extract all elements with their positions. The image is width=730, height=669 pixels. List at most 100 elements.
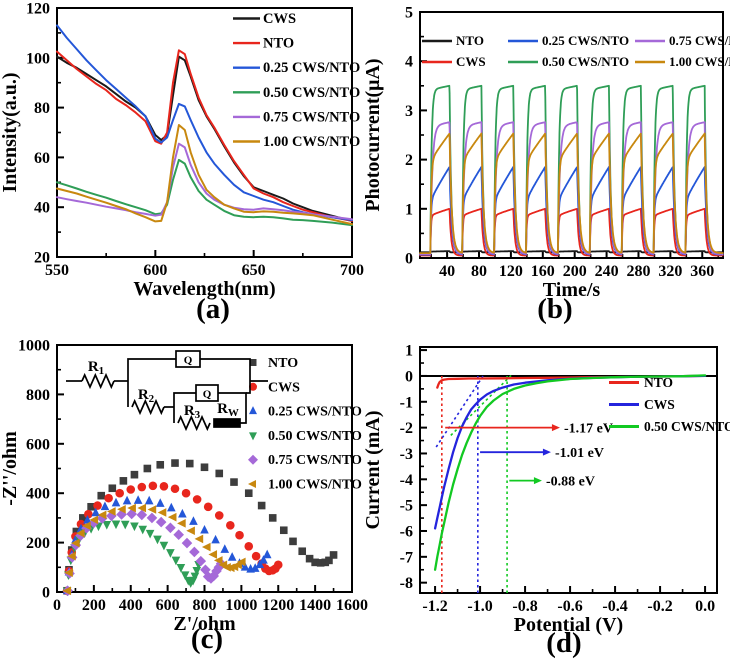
svg-text:600: 600 (143, 262, 167, 279)
svg-text:NTO: NTO (263, 36, 294, 52)
svg-text:240: 240 (595, 263, 619, 280)
svg-text:800: 800 (26, 387, 50, 404)
svg-text:CWS: CWS (263, 11, 296, 27)
svg-text:1.00 CWS/NTO: 1.00 CWS/NTO (263, 134, 360, 150)
svg-text:1.00 CWS/NTO: 1.00 CWS/NTO (669, 54, 730, 69)
svg-text:0.50 CWS/NTO: 0.50 CWS/NTO (263, 85, 360, 101)
svg-text:0.25 CWS/NTO: 0.25 CWS/NTO (263, 60, 360, 76)
svg-text:-Z''/ohm: -Z''/ohm (0, 431, 21, 506)
svg-text:Intensity(a.u.): Intensity(a.u.) (0, 72, 21, 192)
svg-text:0.75 CWS/NTO: 0.75 CWS/NTO (669, 33, 730, 48)
svg-text:0.75 CWS/NTO: 0.75 CWS/NTO (263, 109, 360, 125)
svg-text:Current (mA): Current (mA) (362, 410, 384, 529)
svg-text:Potential (V): Potential (V) (514, 614, 623, 636)
svg-text:Q: Q (203, 389, 212, 401)
svg-text:2: 2 (405, 152, 413, 169)
svg-text:120: 120 (499, 263, 523, 280)
svg-text:160: 160 (531, 263, 555, 280)
svg-text:R2: R2 (138, 387, 155, 405)
svg-text:400: 400 (119, 597, 143, 614)
svg-text:NTO: NTO (644, 375, 673, 390)
svg-text:-6: -6 (400, 523, 413, 540)
svg-text:RW: RW (217, 401, 239, 419)
svg-text:-8: -8 (400, 575, 413, 592)
svg-text:100: 100 (26, 50, 50, 67)
svg-text:650: 650 (242, 262, 266, 279)
svg-text:Q: Q (184, 355, 193, 367)
svg-text:3: 3 (405, 103, 413, 120)
panel-b-chart: 40 80 120 160 200 240 280 320 360 0 1 2 3 4 5 Time/s Pho… (362, 5, 730, 302)
svg-text:0.50 CWS/NTO: 0.50 CWS/NTO (542, 54, 629, 69)
panel-c: 0 200 400 600 800 1000 1200 1400 1600 0 200 400 600 8… (0, 335, 368, 669)
svg-text:600: 600 (156, 597, 180, 614)
svg-text:-0.4: -0.4 (602, 598, 627, 615)
svg-text:NTO: NTO (268, 356, 298, 371)
svg-text:CWS: CWS (644, 397, 675, 412)
panel-a-chart: 550 600 650 700 20 40 60 80 100 120 Wavelength(nm)… (0, 1, 364, 301)
svg-text:360: 360 (690, 263, 714, 280)
svg-text:Photocurrent(μA): Photocurrent(μA) (362, 58, 384, 211)
svg-text:Time/s: Time/s (543, 279, 601, 301)
panel-a-letter: (a) (196, 293, 230, 325)
svg-text:0.25 CWS/NTO: 0.25 CWS/NTO (542, 33, 629, 48)
svg-text:-0.8: -0.8 (512, 598, 537, 615)
svg-text:40: 40 (34, 200, 50, 217)
svg-text:0.50 CWS/NTO: 0.50 CWS/NTO (268, 429, 362, 444)
svg-text:0: 0 (42, 585, 50, 602)
svg-text:200: 200 (563, 263, 587, 280)
svg-text:-1.01 eV: -1.01 eV (555, 446, 604, 461)
svg-text:1000: 1000 (18, 338, 50, 355)
panel-d-chart: -1.2 -1.0 -0.8 -0.6 -0.4 -0.2 0.0 1 0 -1 -2 -3 -4 -5 -… (362, 343, 730, 636)
svg-text:1: 1 (405, 201, 413, 218)
svg-text:-0.6: -0.6 (557, 598, 582, 615)
svg-text:40: 40 (439, 263, 455, 280)
svg-text:0: 0 (405, 251, 413, 268)
svg-text:80: 80 (471, 263, 487, 280)
svg-text:80: 80 (34, 100, 50, 117)
svg-text:800: 800 (193, 597, 217, 614)
svg-text:-7: -7 (400, 549, 413, 566)
svg-text:5: 5 (405, 5, 413, 22)
panel-b-letter: (b) (537, 293, 573, 325)
svg-text:-2: -2 (400, 420, 413, 437)
svg-text:1.00 CWS/NTO: 1.00 CWS/NTO (268, 478, 362, 493)
svg-text:700: 700 (340, 262, 364, 279)
svg-text:280: 280 (626, 263, 650, 280)
svg-text:-0.88 eV: -0.88 eV (546, 475, 595, 490)
svg-text:200: 200 (82, 597, 106, 614)
svg-text:400: 400 (26, 486, 50, 503)
svg-text:550: 550 (45, 262, 69, 279)
svg-text:CWS: CWS (268, 380, 300, 395)
panel-c-letter: (c) (190, 623, 224, 655)
svg-text:1400: 1400 (299, 597, 331, 614)
panel-d-letter: (d) (546, 627, 582, 659)
svg-text:20: 20 (34, 250, 50, 267)
svg-text:-3: -3 (400, 446, 413, 463)
svg-text:320: 320 (658, 263, 682, 280)
svg-text:-1.17 eV: -1.17 eV (564, 422, 613, 437)
svg-text:Z'/ohm: Z'/ohm (173, 613, 236, 635)
panel-a: 550 600 650 700 20 40 60 80 100 120 Wavelength(nm)… (0, 0, 365, 335)
svg-text:NTO: NTO (456, 33, 484, 48)
svg-text:4: 4 (405, 54, 413, 71)
svg-text:-4: -4 (400, 472, 413, 489)
svg-text:120: 120 (26, 1, 50, 18)
svg-text:-0.2: -0.2 (647, 598, 672, 615)
svg-text:200: 200 (26, 535, 50, 552)
svg-text:1: 1 (405, 343, 413, 360)
svg-text:-1.0: -1.0 (467, 598, 492, 615)
svg-text:1600: 1600 (336, 597, 368, 614)
svg-text:-1.2: -1.2 (422, 598, 447, 615)
svg-text:-5: -5 (400, 498, 413, 515)
svg-text:R3: R3 (184, 403, 201, 421)
panel-b: 40 80 120 160 200 240 280 320 360 0 1 2 3 4 5 Time/s Pho… (362, 0, 730, 335)
svg-text:0: 0 (53, 597, 61, 614)
svg-text:0.25 CWS/NTO: 0.25 CWS/NTO (268, 405, 362, 420)
svg-text:0.50 CWS/NTO: 0.50 CWS/NTO (644, 419, 730, 434)
svg-text:-1: -1 (400, 394, 413, 411)
svg-text:0.75 CWS/NTO: 0.75 CWS/NTO (268, 453, 362, 468)
svg-text:R1: R1 (88, 359, 104, 377)
svg-text:0.0: 0.0 (695, 598, 715, 615)
svg-text:Wavelength(nm): Wavelength(nm) (133, 278, 275, 300)
panel-c-chart: 0 200 400 600 800 1000 1200 1400 1600 0 200 400 600 8… (0, 338, 368, 636)
